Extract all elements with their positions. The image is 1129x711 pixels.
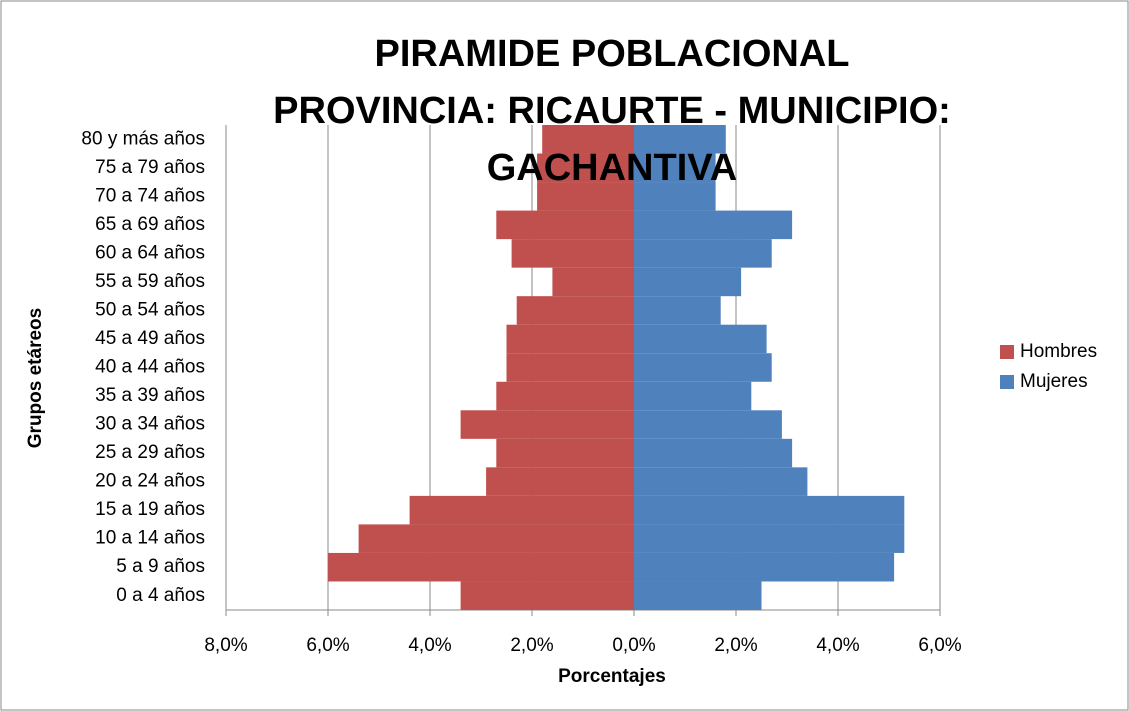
- y-tick-label: 15 a 19 años: [95, 499, 205, 520]
- y-tick-label: 70 a 74 años: [95, 185, 205, 206]
- y-tick-label: 80 y más años: [81, 128, 205, 149]
- bar: [460, 410, 634, 439]
- chart-title: GACHANTIVA: [487, 147, 738, 189]
- bar: [552, 267, 634, 297]
- bar: [634, 296, 721, 325]
- bar: [634, 267, 742, 297]
- bar: [542, 125, 634, 154]
- bar: [537, 153, 634, 183]
- bar: [634, 239, 772, 268]
- bar: [634, 353, 772, 382]
- bar: [634, 153, 716, 183]
- y-tick-label: 35 a 39 años: [95, 385, 205, 406]
- y-tick-label: 5 a 9 años: [116, 556, 205, 577]
- bar: [634, 210, 793, 240]
- y-tick-label: 45 a 49 años: [95, 328, 205, 349]
- y-tick-label: 20 a 24 años: [95, 471, 205, 492]
- bar: [409, 495, 634, 525]
- y-tick-label: 0 a 4 años: [116, 585, 205, 606]
- bar: [634, 552, 895, 582]
- legend-swatch: [1000, 375, 1014, 389]
- chart-title: PROVINCIA: RICAURTE - MUNICIPIO:: [273, 90, 951, 132]
- x-axis-title: Porcentajes: [558, 666, 666, 687]
- legend-label: Hombres: [1020, 341, 1097, 362]
- bar: [634, 381, 752, 411]
- x-tick-label: 2,0%: [714, 635, 757, 656]
- bar: [328, 552, 634, 582]
- bar: [634, 410, 782, 439]
- bar: [634, 495, 905, 525]
- x-tick-label: 8,0%: [204, 635, 247, 656]
- bar: [634, 324, 767, 354]
- bar: [506, 353, 634, 382]
- bar: [634, 467, 808, 496]
- bar: [634, 438, 793, 468]
- bar: [496, 381, 634, 411]
- chart-title: PIRAMIDE POBLACIONAL: [375, 33, 850, 75]
- bar: [634, 125, 726, 154]
- y-tick-label: 50 a 54 años: [95, 299, 205, 320]
- legend-swatch: [1000, 345, 1014, 359]
- bar: [511, 239, 634, 268]
- bar: [634, 524, 905, 553]
- y-tick-label: 25 a 29 años: [95, 442, 205, 463]
- y-axis-title: Grupos etáreos: [25, 308, 46, 448]
- y-tick-label: 55 a 59 años: [95, 271, 205, 292]
- bar: [460, 581, 634, 610]
- y-tick-label: 30 a 34 años: [95, 414, 205, 435]
- y-tick-label: 65 a 69 años: [95, 214, 205, 235]
- bar: [537, 182, 634, 211]
- bar: [516, 296, 634, 325]
- bar: [358, 524, 634, 553]
- y-tick-label: 40 a 44 años: [95, 357, 205, 378]
- x-tick-label: 0,0%: [612, 635, 655, 656]
- y-tick-label: 75 a 79 años: [95, 157, 205, 178]
- y-tick-label: 10 a 14 años: [95, 528, 205, 549]
- y-tick-label: 60 a 64 años: [95, 242, 205, 263]
- bar: [506, 324, 634, 354]
- x-tick-label: 6,0%: [306, 635, 349, 656]
- x-tick-label: 6,0%: [918, 635, 961, 656]
- x-tick-label: 4,0%: [816, 635, 859, 656]
- x-tick-label: 4,0%: [408, 635, 451, 656]
- legend-label: Mujeres: [1020, 371, 1088, 392]
- bar: [634, 182, 716, 211]
- bar: [496, 438, 634, 468]
- bar: [634, 581, 762, 610]
- bar: [486, 467, 634, 496]
- bar: [496, 210, 634, 240]
- x-tick-label: 2,0%: [510, 635, 553, 656]
